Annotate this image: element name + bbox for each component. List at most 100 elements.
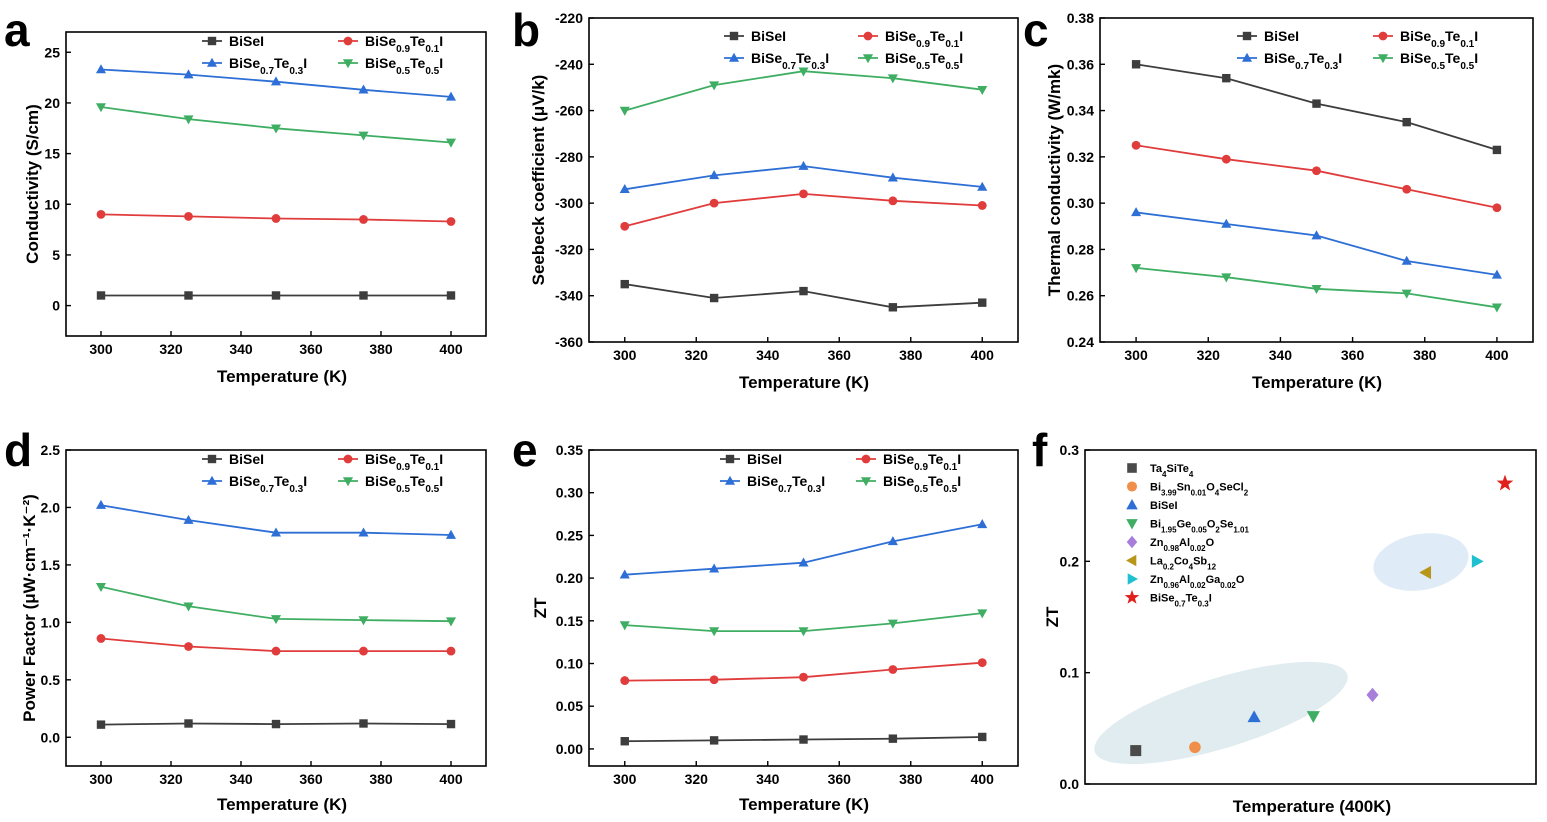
data-point-e: [977, 658, 987, 668]
data-point-c: [1402, 184, 1412, 194]
y-tick-label-b: -360: [555, 334, 583, 350]
y-tick-label-a: 20: [44, 95, 60, 111]
data-point-b: [798, 67, 809, 77]
data-point-a: [95, 64, 107, 74]
legend-marker-b: [728, 52, 740, 62]
panel-letter-a: a: [4, 4, 30, 56]
data-point-c: [1492, 145, 1502, 155]
y-axis-label-b: Seebeck coefficient (μV/k): [529, 75, 548, 286]
data-point-c: [1312, 99, 1321, 108]
x-axis-label-e: Temperature (K): [739, 795, 869, 814]
data-point-b: [709, 81, 720, 91]
data-point-b: [887, 172, 898, 182]
legend-label-d: BiSe0.5Te0.5I: [365, 473, 443, 495]
data-point-c: [1401, 255, 1412, 265]
data-point-d: [270, 527, 282, 537]
x-tick-label-d: 300: [89, 771, 113, 787]
data-point-c: [1131, 264, 1142, 274]
x-tick-label-d: 340: [229, 771, 253, 787]
data-point-b: [709, 293, 719, 303]
data-point-a: [95, 103, 107, 113]
legend-label-c: BiSe0.9Te0.1I: [1400, 28, 1478, 50]
y-tick-label-c: 0.38: [1067, 10, 1094, 26]
y-tick-label-e: 0.15: [556, 613, 583, 629]
y-tick-label-b: -300: [555, 195, 583, 211]
legend-marker-c: [1241, 52, 1253, 62]
y-axis-label-c: Thermal conductivity (W/mk): [1045, 64, 1064, 296]
y-tick-label-f: 0.0: [1060, 776, 1080, 792]
legend-label-c: BiSeI: [1264, 28, 1299, 44]
data-point-e: [709, 736, 719, 745]
x-tick-label-a: 380: [369, 341, 393, 357]
data-point-d: [184, 719, 193, 728]
x-tick-label-e: 320: [685, 771, 709, 787]
legend-label-b: BiSeI: [751, 28, 786, 44]
data-point-e: [888, 665, 898, 674]
legend-label-f: Bi3.99Sn0.01O4SeCl2: [1150, 482, 1249, 498]
legend-label-f: Zn0.98Al0.02O: [1150, 537, 1215, 553]
data-point-e: [709, 675, 719, 685]
data-point-b: [619, 184, 630, 194]
legend-label-b: BiSe0.7Te0.3I: [751, 50, 829, 72]
legend-label-e: BiSeI: [747, 451, 782, 467]
y-tick-label-d: 0.5: [41, 672, 61, 688]
legend-label-f: La0.2Co4Sb12: [1150, 556, 1217, 572]
data-point-b: [620, 279, 629, 289]
x-tick-label-b: 320: [685, 347, 709, 363]
y-tick-label-b: -280: [555, 149, 583, 165]
legend-label-c: BiSe0.7Te0.3I: [1264, 50, 1342, 72]
y-tick-label-c: 0.26: [1067, 288, 1094, 304]
y-tick-label-c: 0.36: [1067, 56, 1094, 72]
x-tick-label-a: 340: [229, 341, 253, 357]
panel-letter-b: b: [512, 4, 540, 56]
data-point-a: [359, 215, 368, 224]
legend-marker-a: [343, 36, 353, 46]
x-tick-label-e: 400: [971, 771, 995, 787]
data-point-a: [358, 131, 369, 141]
data-point-b: [619, 106, 630, 116]
y-tick-label-e: 0.00: [556, 741, 583, 757]
data-point-c: [1492, 203, 1502, 213]
data-point-a: [184, 212, 193, 221]
data-point-e: [977, 519, 988, 529]
x-tick-label-b: 380: [899, 347, 923, 363]
data-point-c: [1401, 289, 1412, 299]
scatter-point-f: [1306, 711, 1320, 723]
y-tick-label-d: 1.5: [41, 557, 61, 573]
y-tick-label-b: -240: [555, 56, 583, 72]
y-tick-label-e: 0.10: [556, 656, 583, 672]
x-tick-label-d: 320: [159, 771, 183, 787]
x-tick-label-d: 380: [369, 771, 393, 787]
data-point-b: [798, 160, 809, 170]
data-point-a: [359, 291, 368, 300]
data-point-d: [358, 616, 369, 626]
data-point-c: [1221, 273, 1232, 283]
data-point-e: [888, 734, 898, 743]
data-point-d: [184, 642, 193, 651]
legend-marker-f: [1127, 463, 1137, 473]
data-point-b: [709, 198, 719, 208]
data-point-b: [887, 74, 898, 84]
data-point-e: [977, 609, 988, 619]
legend-marker-b: [863, 31, 873, 41]
x-tick-label-b: 360: [828, 347, 852, 363]
y-tick-label-e: 0.20: [556, 570, 583, 586]
y-tick-label-d: 2.5: [41, 442, 61, 458]
legend-label-e: BiSe0.9Te0.1I: [883, 451, 961, 473]
legend-marker-e: [861, 454, 871, 464]
data-point-b: [709, 170, 720, 180]
y-tick-label-d: 0.0: [41, 729, 61, 745]
data-point-d: [271, 646, 281, 656]
data-point-c: [1402, 117, 1411, 127]
x-tick-label-e: 300: [613, 771, 637, 787]
plot-frame-f: [1084, 449, 1537, 785]
data-point-c: [1312, 166, 1321, 176]
data-point-d: [95, 582, 107, 592]
data-point-d: [446, 646, 456, 656]
x-tick-label-e: 360: [828, 771, 852, 787]
legend-marker-e: [725, 454, 735, 464]
y-tick-label-a: 0: [52, 298, 60, 314]
data-point-c: [1221, 218, 1232, 228]
panel-letter-e: e: [512, 424, 538, 476]
